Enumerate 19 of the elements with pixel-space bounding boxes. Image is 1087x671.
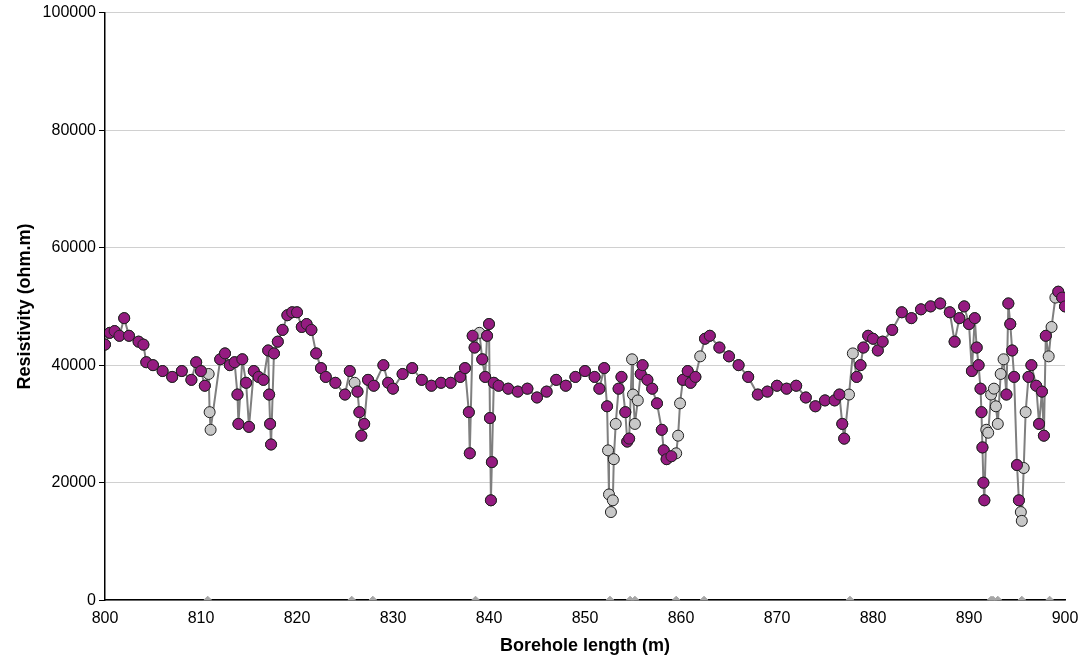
x-tick-label: 860 <box>667 609 695 627</box>
x-tick-label: 870 <box>763 609 791 627</box>
x-tick-label: 880 <box>859 609 887 627</box>
x-tick-label: 840 <box>475 609 503 627</box>
y-tick-label: 20000 <box>51 473 97 491</box>
x-tick-label: 820 <box>283 609 311 627</box>
x-tick-label: 830 <box>379 609 407 627</box>
y-tick-label: 0 <box>87 590 97 608</box>
x-tick-label: 800 <box>91 609 119 627</box>
y-tick-label: 80000 <box>51 120 97 138</box>
y-axis-title: Resistivity (ohm.m) <box>13 223 34 390</box>
x-tick-label: 850 <box>571 609 599 627</box>
x-tick-label: 890 <box>955 609 983 627</box>
y-tick-label: 60000 <box>51 238 97 256</box>
y-tick-label: 40000 <box>51 355 97 373</box>
x-tick-label: 810 <box>187 609 215 627</box>
x-axis-title: Borehole length (m) <box>500 635 670 656</box>
x-tick-label: 900 <box>1051 609 1079 627</box>
y-tick-label: 100000 <box>42 3 97 21</box>
